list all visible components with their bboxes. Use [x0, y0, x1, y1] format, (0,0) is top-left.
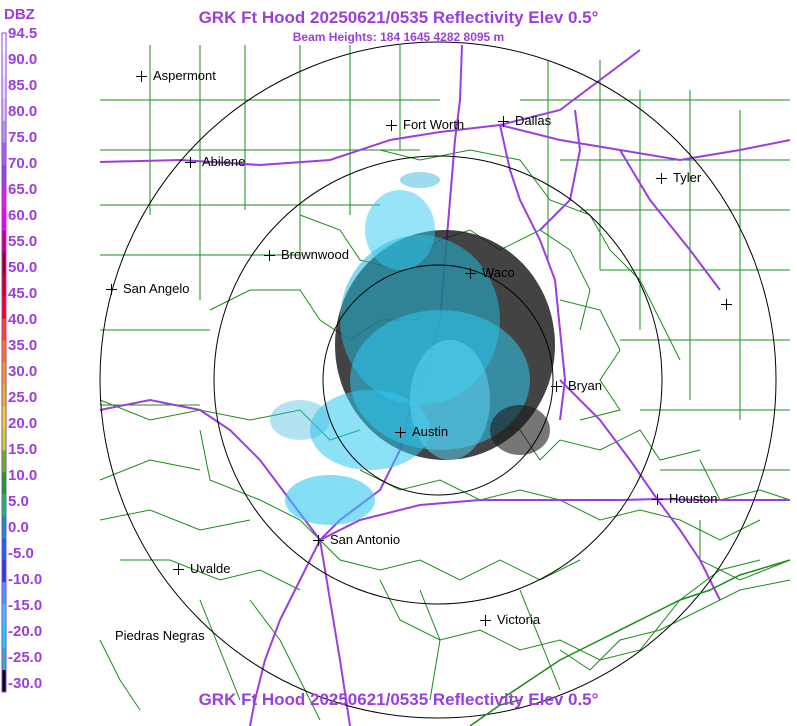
colorbar-tick-label: 30.0	[8, 363, 38, 380]
city-marker-icon	[264, 250, 275, 261]
colorbar-tick-label: 50.0	[8, 259, 38, 276]
colorbar-block	[2, 670, 6, 693]
colorbar-block	[2, 142, 6, 166]
colorbar-tick-label: 35.0	[8, 337, 38, 354]
city-label: Aspermont	[153, 68, 216, 83]
colorbar	[1, 32, 7, 693]
colorbar-tick-label: -30.0	[8, 675, 43, 692]
colorbar-block	[2, 164, 6, 188]
city-label: Austin	[412, 424, 449, 439]
colorbar-block	[2, 362, 6, 385]
city-label: Uvalde	[190, 561, 231, 576]
city-marker-icon	[185, 157, 196, 168]
colorbar-block	[2, 428, 6, 451]
city-marker-icon	[465, 268, 476, 279]
city-label: San Antonio	[330, 532, 401, 547]
colorbar-tick-label: 15.0	[8, 441, 38, 458]
colorbar-tick-label: 10.0	[8, 467, 38, 484]
map-title-bottom: GRK Ft Hood 20250621/0535 Reflectivity E…	[198, 690, 599, 709]
colorbar-block	[2, 33, 6, 56]
colorbar-block	[2, 230, 6, 254]
city-marker-icon	[313, 535, 324, 546]
colorbar-block	[2, 186, 6, 210]
colorbar-block	[2, 318, 6, 342]
city-label: San Angelo	[123, 281, 190, 296]
colorbar-block	[2, 450, 6, 473]
colorbar-tick-label: 94.5	[8, 25, 38, 42]
colorbar-tick-label: 75.0	[8, 129, 38, 146]
colorbar-block	[2, 340, 6, 363]
colorbar-block	[2, 648, 6, 671]
colorbar-tick-label: 25.0	[8, 389, 38, 406]
colorbar-block	[2, 516, 6, 539]
city-marker-icon	[395, 427, 406, 438]
city-label: Abilene	[202, 154, 246, 169]
colorbar-block	[2, 76, 6, 100]
city-label: Victoria	[497, 612, 541, 627]
colorbar-block	[2, 560, 6, 583]
beam-heights: Beam Heights: 184 1645 4282 8095 m	[292, 30, 505, 44]
colorbar-tick-label: 65.0	[8, 181, 38, 198]
colorbar-block	[2, 98, 6, 122]
highways	[99, 44, 791, 726]
colorbar-block	[2, 54, 6, 78]
colorbar-block	[2, 472, 6, 495]
city-marker-icon	[721, 299, 732, 310]
colorbar-tick-label: 45.0	[8, 285, 38, 302]
map-title: GRK Ft Hood 20250621/0535 Reflectivity E…	[198, 8, 599, 27]
colorbar-block	[2, 252, 6, 276]
city-label: Houston	[669, 491, 718, 506]
colorbar-block	[2, 384, 6, 407]
legend-unit: DBZ	[4, 6, 35, 23]
colorbar-tick-label: -20.0	[8, 623, 43, 640]
city-label: Waco	[482, 265, 515, 280]
colorbar-tick-label: -10.0	[8, 571, 43, 588]
colorbar-tick-label: -15.0	[8, 597, 43, 614]
range-rings	[99, 41, 777, 719]
city-marker-icon	[386, 120, 397, 131]
colorbar-block	[2, 406, 6, 429]
colorbar-block	[2, 494, 6, 517]
colorbar-border	[1, 32, 7, 693]
reflectivity-echoes	[270, 172, 555, 525]
city-label: Piedras Negras	[115, 628, 205, 643]
colorbar-tick-label: 80.0	[8, 103, 38, 120]
colorbar-block	[2, 626, 6, 649]
city-marker-icon	[551, 381, 562, 392]
colorbar-block	[2, 296, 6, 320]
colorbar-block	[2, 274, 6, 298]
colorbar-block	[2, 538, 6, 561]
city-marker-icon	[136, 71, 147, 82]
colorbar-block	[2, 604, 6, 627]
city-marker-icon	[498, 116, 509, 127]
city-label: Dallas	[515, 113, 552, 128]
colorbar-tick-label: 40.0	[8, 311, 38, 328]
colorbar-tick-label: 90.0	[8, 51, 38, 68]
colorbar-tick-label: 85.0	[8, 77, 38, 94]
city-label: Tyler	[673, 170, 702, 185]
coastline	[469, 559, 791, 726]
colorbar-block	[2, 208, 6, 232]
colorbar-tick-label: -5.0	[8, 545, 34, 562]
colorbar-block	[2, 582, 6, 605]
city-label: Fort Worth	[403, 117, 465, 132]
colorbar-tick-label: 20.0	[8, 415, 38, 432]
colorbar-tick-label: 60.0	[8, 207, 38, 224]
city-label: Bryan	[568, 378, 602, 393]
colorbar-tick-label: 0.0	[8, 519, 29, 536]
colorbar-block	[2, 120, 6, 144]
colorbar-tick-label: -25.0	[8, 649, 43, 666]
colorbar-tick-label: 70.0	[8, 155, 38, 172]
colorbar-tick-label: 55.0	[8, 233, 38, 250]
city-marker-icon	[652, 494, 663, 505]
city-marker-icon	[106, 284, 117, 295]
city-label: Brownwood	[281, 247, 349, 262]
city-marker-icon	[173, 564, 184, 575]
city-marker-icon	[480, 615, 491, 626]
colorbar-tick-label: 5.0	[8, 493, 29, 510]
city-marker-icon	[656, 173, 667, 184]
